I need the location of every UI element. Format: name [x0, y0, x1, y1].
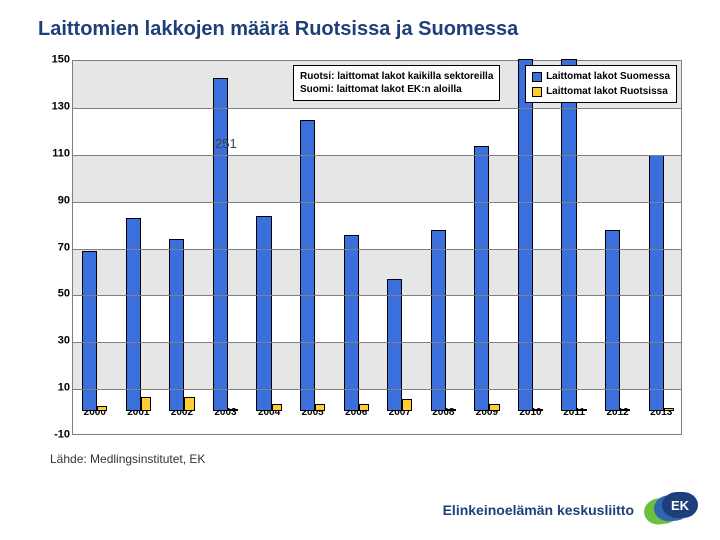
bar-ruotsi [620, 409, 630, 411]
bar-group: 2006 [334, 61, 378, 434]
logo-shape: EK [662, 492, 698, 518]
legend-swatch [532, 72, 542, 82]
bar-ruotsi [446, 409, 456, 411]
plot-area: 2000200120022003200420052006200720082009… [72, 60, 682, 435]
bar-suomi [169, 239, 184, 410]
bar-ruotsi [272, 404, 282, 411]
grid-line [73, 295, 681, 296]
chart-note-box: Ruotsi: laittomat lakot kaikilla sektore… [293, 65, 500, 101]
overflow-annotation: 251 [215, 136, 237, 151]
bar-suomi [518, 59, 533, 411]
legend-label: Laittomat lakot Suomessa [546, 69, 670, 84]
bar-suomi [300, 120, 315, 411]
bar-ruotsi [97, 406, 107, 411]
bar-suomi [605, 230, 620, 410]
bar-group: 2003 [204, 61, 248, 434]
bar-suomi [649, 155, 664, 410]
ek-logo: EK [644, 492, 696, 528]
bar-group: 2004 [247, 61, 291, 434]
bar-ruotsi [402, 399, 412, 411]
note-line: Suomi: laittomat lakot EK:n aloilla [300, 83, 493, 96]
bar-group: 2011 [552, 61, 596, 434]
bar-suomi [474, 146, 489, 411]
y-tick-label: 90 [58, 195, 70, 206]
bar-group: 2009 [465, 61, 509, 434]
chart: -101030507090110130150 20002001200220032… [38, 60, 682, 435]
grid-line [73, 202, 681, 203]
y-axis: -101030507090110130150 [38, 60, 72, 435]
grid-line [73, 342, 681, 343]
y-tick-label: 30 [58, 336, 70, 347]
chart-legend: Laittomat lakot SuomessaLaittomat lakot … [525, 65, 677, 103]
note-line: Ruotsi: laittomat lakot kaikilla sektore… [300, 70, 493, 83]
page-title: Laittomien lakkojen määrä Ruotsissa ja S… [38, 18, 518, 41]
bar-group: 2008 [422, 61, 466, 434]
bar-ruotsi [359, 404, 369, 411]
bar-group: 2001 [117, 61, 161, 434]
bar-ruotsi [315, 404, 325, 411]
bar-ruotsi [577, 409, 587, 411]
bar-group: 2010 [509, 61, 553, 434]
bar-ruotsi [489, 404, 499, 411]
y-tick-label: 130 [52, 101, 70, 112]
y-tick-label: 150 [52, 55, 70, 66]
legend-swatch [532, 87, 542, 97]
footer-org-name: Elinkeinoelämän keskusliitto [443, 502, 634, 518]
bar-ruotsi [533, 409, 543, 411]
y-tick-label: 110 [52, 148, 70, 159]
grid-line [73, 249, 681, 250]
legend-item: Laittomat lakot Suomessa [532, 69, 670, 84]
bar-ruotsi [228, 409, 238, 411]
bar-suomi [387, 279, 402, 410]
bar-suomi [82, 251, 97, 410]
bar-ruotsi [664, 408, 674, 410]
bar-suomi [126, 218, 141, 410]
bar-ruotsi [184, 397, 194, 411]
y-tick-label: 10 [58, 383, 70, 394]
bar-suomi [561, 59, 576, 411]
legend-item: Laittomat lakot Ruotsissa [532, 84, 670, 99]
bar-group: 2005 [291, 61, 335, 434]
bar-suomi [431, 230, 446, 410]
y-tick-label: -10 [54, 430, 70, 441]
bar-group: 2000 [73, 61, 117, 434]
grid-line [73, 389, 681, 390]
grid-line [73, 108, 681, 109]
bar-suomi [213, 78, 228, 411]
bar-group: 2007 [378, 61, 422, 434]
bar-suomi [344, 235, 359, 411]
y-tick-label: 70 [58, 242, 70, 253]
bar-group: 2013 [639, 61, 683, 434]
y-tick-label: 50 [58, 289, 70, 300]
bar-group: 2002 [160, 61, 204, 434]
bar-group: 2012 [596, 61, 640, 434]
footer: Elinkeinoelämän keskusliitto EK [443, 492, 696, 528]
legend-label: Laittomat lakot Ruotsissa [546, 84, 668, 99]
source-text: Lähde: Medlingsinstitutet, EK [50, 452, 205, 466]
bar-suomi [256, 216, 271, 411]
grid-line [73, 155, 681, 156]
bar-ruotsi [141, 397, 151, 411]
